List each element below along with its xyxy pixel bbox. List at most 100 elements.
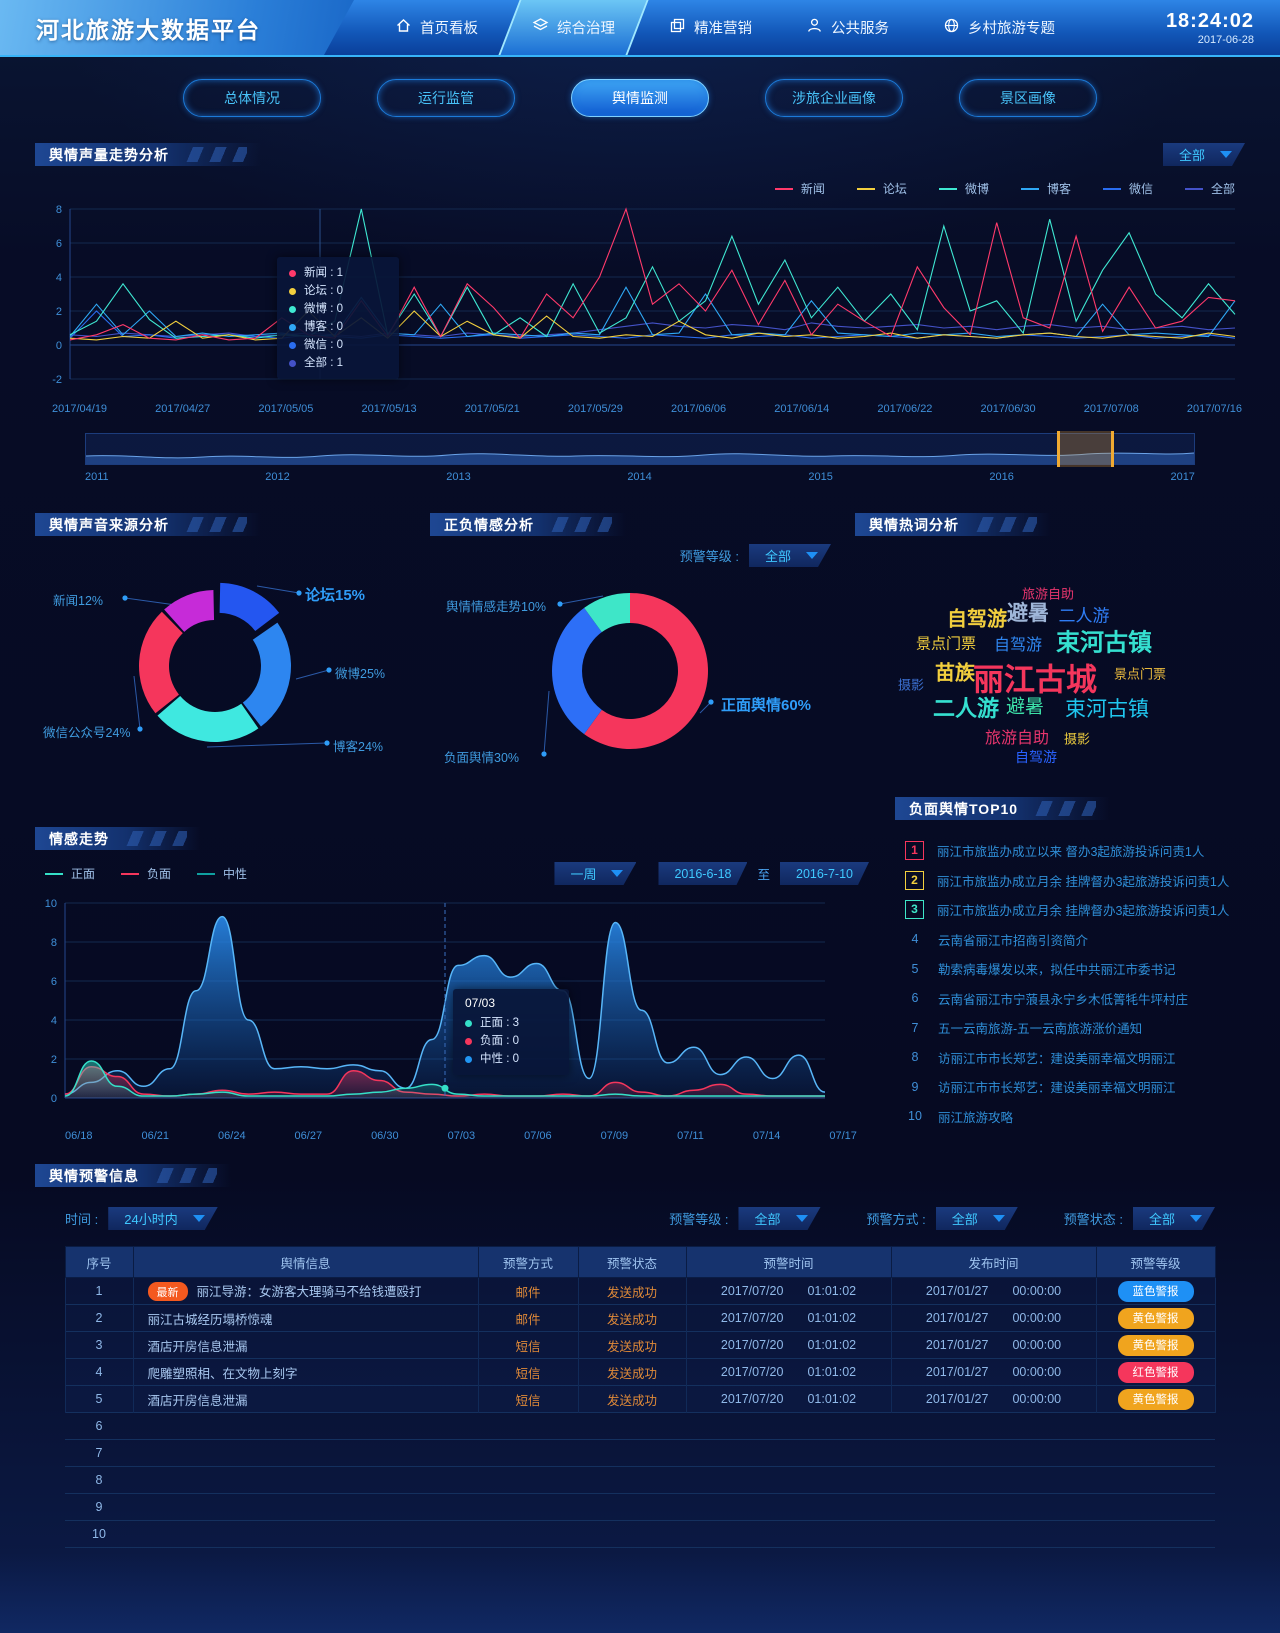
- hotword[interactable]: 二人游: [932, 696, 1000, 721]
- hotword[interactable]: 自驾游: [947, 608, 1007, 631]
- nav-item-marketing[interactable]: 精准营销: [642, 0, 779, 55]
- cell: 黄色警报: [1095, 1331, 1216, 1359]
- nav-item-dashboard[interactable]: 首页看板: [368, 0, 505, 55]
- hotword[interactable]: 摄影: [897, 677, 925, 693]
- source-donut-chart[interactable]: 新闻12% 论坛15% 微博25% 博客24% 微信公众号24%: [35, 546, 410, 783]
- level-filter-dropdown[interactable]: 全部: [738, 1207, 820, 1230]
- hotword[interactable]: 摄影: [1063, 731, 1091, 747]
- cell: 发送成功: [577, 1385, 687, 1413]
- hotword[interactable]: 避暑: [1007, 602, 1049, 625]
- hotword[interactable]: 苗族: [935, 662, 975, 685]
- hotword[interactable]: 二人游: [1058, 606, 1110, 626]
- tab-sentiment-monitor[interactable]: 舆情监测: [571, 79, 709, 117]
- top10-item[interactable]: 6 云南省丽江市宁蒗县永宁乡木低箐牦牛坪村庄: [905, 984, 1245, 1014]
- legend-item[interactable]: 全部: [1184, 180, 1235, 197]
- emotion-chart[interactable]: 10 8 6 4 2 0 07/03 正面 : 3 负面 : 0 中性 : 0: [35, 893, 869, 1128]
- hotword[interactable]: 景点门票: [1113, 666, 1167, 682]
- tab-operation[interactable]: 运行监管: [377, 79, 515, 117]
- status-filter-dropdown[interactable]: 全部: [1133, 1207, 1215, 1230]
- top10-item[interactable]: 8 访丽江市市长郑艺：建设美丽幸福文明丽江: [905, 1043, 1245, 1073]
- hotword[interactable]: 自驾游: [993, 637, 1043, 654]
- warning-row[interactable]: 9: [65, 1493, 1215, 1521]
- legend-item[interactable]: 新闻: [774, 180, 825, 197]
- top10-rank: 1: [905, 841, 924, 861]
- warning-row[interactable]: 10: [65, 1520, 1215, 1548]
- cell: [133, 1466, 478, 1494]
- top10-section-title: 负面舆情TOP10: [895, 797, 1111, 820]
- svg-text:2: 2: [56, 306, 62, 318]
- top10-item[interactable]: 3 丽江市旅监办成立月余 挂牌督办3起旅游投诉问责1人: [905, 895, 1245, 925]
- year-tick: 2017: [1170, 471, 1195, 483]
- legend-item[interactable]: 微信: [1102, 180, 1153, 197]
- tab-scenic-profile[interactable]: 景区画像: [959, 79, 1097, 117]
- hotword[interactable]: 束河古镇: [1065, 698, 1149, 721]
- column-header: 预警状态: [577, 1246, 687, 1278]
- top10-item[interactable]: 1 丽江市旅监办成立以来 督办3起旅游投诉问责1人: [905, 836, 1245, 866]
- volume-filter-dropdown[interactable]: 全部: [1163, 143, 1245, 166]
- top10-item[interactable]: 7 五一云南旅游-五一云南旅游涨价通知: [905, 1013, 1245, 1043]
- date-to-field[interactable]: 2016-7-10: [780, 862, 869, 885]
- tooltip-row: 中性 : 0: [465, 1050, 557, 1068]
- warning-row[interactable]: 8: [65, 1466, 1215, 1494]
- cell: 2017/07/20 01:01:02: [685, 1331, 892, 1359]
- warning-row[interactable]: 1 最新 丽江导游：女游客大理骑马不给钱遭殴打 邮件 发送成功 2017/07/20 01:…: [64, 1277, 1216, 1305]
- x-tick: 2017/05/29: [567, 403, 623, 415]
- top10-item[interactable]: 2 丽江市旅监办成立月余 挂牌督办3起旅游投诉问责1人: [905, 866, 1245, 896]
- hotword[interactable]: 束河古镇: [1056, 629, 1152, 657]
- method-filter-dropdown[interactable]: 全部: [936, 1207, 1018, 1230]
- timeline-selection-handle[interactable]: [1056, 431, 1114, 467]
- level-badge: 蓝色警报: [1117, 1280, 1194, 1302]
- hotword[interactable]: 景点门票: [915, 635, 977, 653]
- hotword[interactable]: 旅游自助: [984, 730, 1050, 747]
- cell: 8: [65, 1466, 133, 1494]
- warning-level-dropdown[interactable]: 全部: [749, 544, 831, 567]
- timeline-slider[interactable]: [85, 431, 1195, 467]
- cell: [1096, 1493, 1215, 1521]
- nav-item-rural-tourism[interactable]: 乡村旅游专题: [916, 0, 1082, 55]
- top10-text: 丽江市旅监办成立以来 督办3起旅游投诉问责1人: [937, 845, 1205, 860]
- x-tick: 2017/04/19: [52, 403, 108, 415]
- level-badge: 黄色警报: [1117, 1307, 1194, 1329]
- warning-row[interactable]: 4 爬雕塑照相、在文物上刻字 短信 发送成功 2017/07/20 01:01:02 201…: [64, 1358, 1216, 1386]
- cell: [891, 1412, 1096, 1440]
- warning-row[interactable]: 7: [65, 1439, 1215, 1467]
- hotword[interactable]: 自驾游: [1015, 749, 1057, 765]
- tooltip-row: 博客 : 0: [289, 318, 387, 336]
- nav-item-public-service[interactable]: 公共服务: [779, 0, 916, 55]
- sentiment-donut-chart[interactable]: 预警等级 : 全部 舆情情感走势10% 负面舆情30% 正面舆情60%: [430, 546, 835, 783]
- hotword[interactable]: 旅游自助: [1021, 586, 1075, 602]
- tab-overview[interactable]: 总体情况: [183, 79, 321, 117]
- period-dropdown[interactable]: 一周: [554, 862, 636, 885]
- donut-label-positive: 正面舆情60%: [721, 697, 812, 714]
- top10-item[interactable]: 10 丽江旅游攻略: [905, 1102, 1245, 1132]
- x-tick: 06/24: [218, 1130, 246, 1142]
- cell: [686, 1412, 891, 1440]
- legend-item[interactable]: 微博: [938, 180, 989, 197]
- x-tick: 07/03: [447, 1130, 476, 1142]
- nav-item-governance[interactable]: 综合治理: [505, 0, 642, 55]
- top10-item[interactable]: 9 访丽江市市长郑艺：建设美丽幸福文明丽江: [905, 1072, 1245, 1102]
- warning-row[interactable]: 3 酒店开房信息泄漏 短信 发送成功 2017/07/20 01:01:02 2017/01…: [64, 1331, 1216, 1359]
- legend-item[interactable]: 博客: [1020, 180, 1071, 197]
- warning-row[interactable]: 5 酒店开房信息泄漏 短信 发送成功 2017/07/20 01:01:02 2017/01…: [64, 1385, 1216, 1413]
- legend-item[interactable]: 中性: [197, 865, 247, 882]
- warning-row[interactable]: 6: [65, 1412, 1215, 1440]
- time-filter-dropdown[interactable]: 24小时内: [108, 1207, 217, 1230]
- volume-chart[interactable]: 8 6 4 2 0 -2 新闻 : 1 论坛 : 0 微博 : 0 博客 : 0 微信 : 0 全部…: [35, 201, 1245, 401]
- top10-item[interactable]: 5 勒索病毒爆发以来，拟任中共丽江市委书记: [905, 954, 1245, 984]
- hotword[interactable]: 丽江古城: [973, 662, 1097, 698]
- x-tick: 06/18: [65, 1130, 93, 1142]
- legend-item[interactable]: 论坛: [856, 180, 907, 197]
- tab-enterprise-profile[interactable]: 涉旅企业画像: [765, 79, 903, 117]
- level-badge: 黄色警报: [1117, 1334, 1194, 1356]
- cell: [133, 1493, 478, 1521]
- hotword[interactable]: 避暑: [1005, 696, 1045, 718]
- legend-item[interactable]: 负面: [121, 865, 171, 882]
- warning-row[interactable]: 2 丽江古城经历塌桥惊魂 邮件 发送成功 2017/07/20 01:01:02 2017/…: [64, 1304, 1216, 1332]
- cell: 3: [64, 1331, 134, 1359]
- app-header: 河北旅游大数据平台 首页看板 综合治理 精准营销 公共服务 乡村旅游专题 18:…: [0, 0, 1280, 57]
- x-tick: 06/30: [371, 1130, 399, 1142]
- legend-item[interactable]: 正面: [45, 865, 95, 882]
- date-from-field[interactable]: 2016-6-18: [658, 862, 747, 885]
- top10-item[interactable]: 4 云南省丽江市招商引资简介: [905, 925, 1245, 955]
